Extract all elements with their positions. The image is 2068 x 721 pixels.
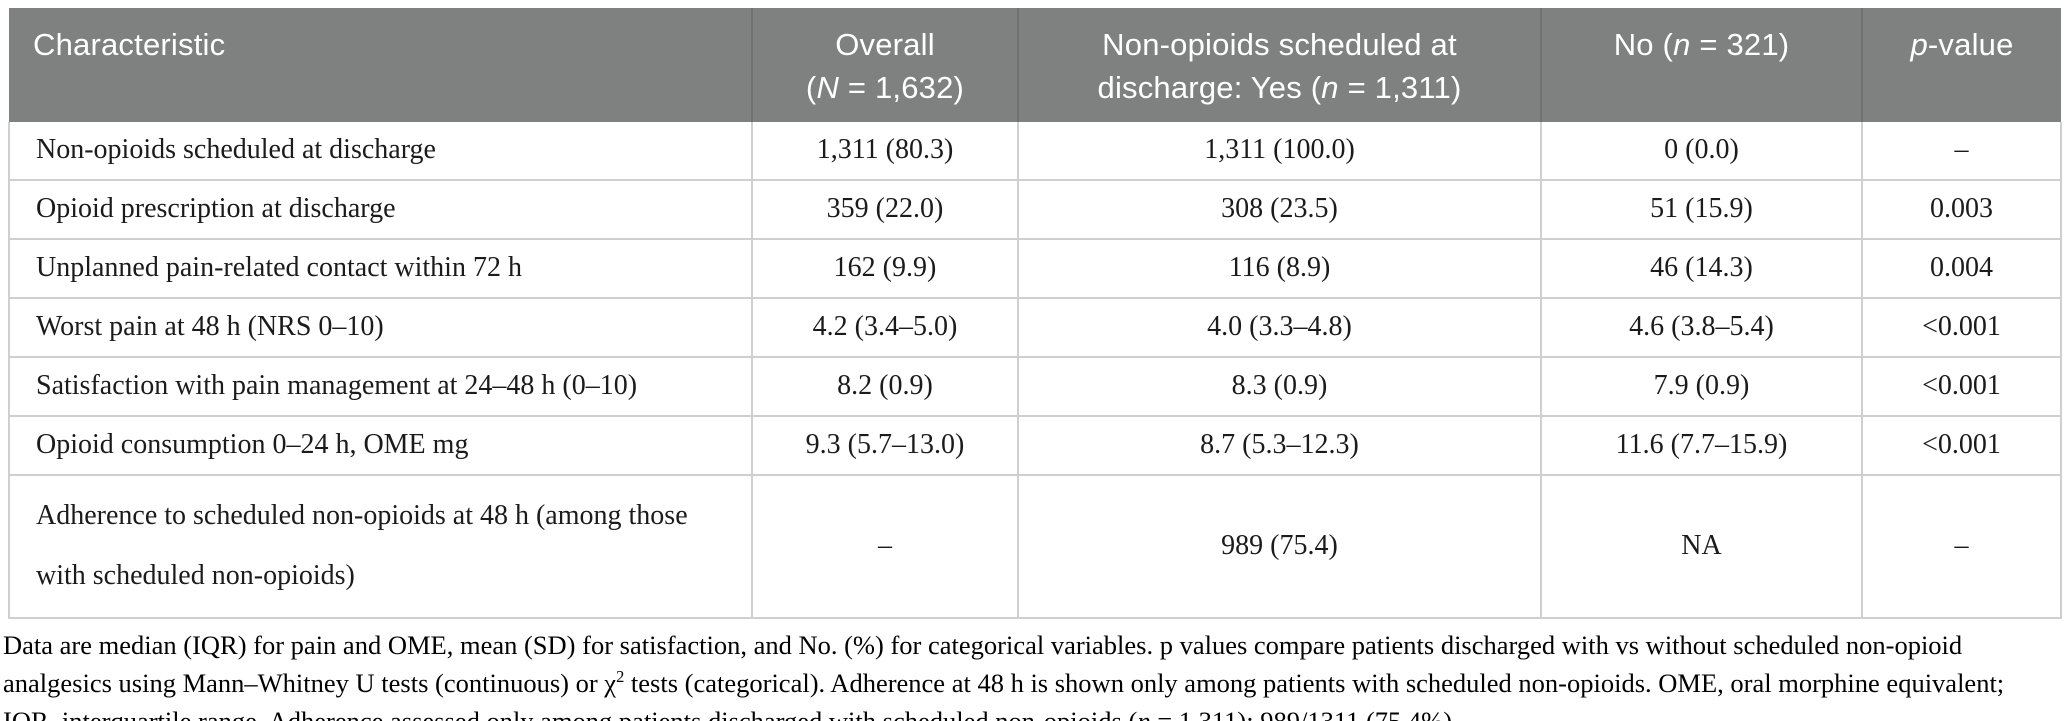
col-header-yes-group: Non-opioids scheduled at discharge: Yes … — [1017, 8, 1541, 122]
cell-no-group: 4.6 (3.8–5.4) — [1540, 296, 1863, 358]
italic-n: n — [1137, 706, 1150, 721]
cell-characteristic: Unplanned pain-related contact within 72… — [8, 237, 753, 299]
cell-characteristic: Satisfaction with pain management at 24–… — [8, 355, 753, 417]
footnote-text: = 1,311): 989/1311 (75.4%). — [1151, 706, 1459, 721]
cell-p-value: – — [1861, 121, 2062, 181]
cell-overall: 8.2 (0.9) — [751, 355, 1019, 417]
cell-characteristic: Worst pain at 48 h (NRS 0–10) — [8, 296, 753, 358]
italic-n: n — [1321, 69, 1339, 105]
table-row: Worst pain at 48 h (NRS 0–10) 4.2 (3.4–5… — [8, 296, 2062, 358]
cell-yes-group: 4.0 (3.3–4.8) — [1017, 296, 1542, 358]
cell-overall: – — [751, 473, 1019, 619]
cell-no-group: NA — [1540, 473, 1863, 619]
col-header-no-group: No (n = 321) — [1540, 8, 1862, 122]
chi-superscript: 2 — [616, 667, 625, 687]
cell-overall: 9.3 (5.7–13.0) — [751, 414, 1019, 476]
cell-p-value: 0.004 — [1861, 237, 2062, 299]
cell-no-group: 11.6 (7.7–15.9) — [1540, 414, 1863, 476]
header-label: Characteristic — [33, 27, 226, 62]
cell-yes-group: 308 (23.5) — [1017, 178, 1542, 240]
italic-p: p — [1910, 27, 1928, 62]
cell-no-group: 51 (15.9) — [1540, 178, 1863, 240]
cell-p-value: – — [1861, 473, 2062, 619]
header-row: Characteristic Overall (N = 1,632) Non-o… — [9, 8, 2061, 122]
table-row: Opioid prescription at discharge 359 (22… — [8, 178, 2062, 240]
cell-yes-group: 8.3 (0.9) — [1017, 355, 1542, 417]
table-row: Satisfaction with pain management at 24–… — [8, 355, 2062, 417]
cell-yes-group: 8.7 (5.3–12.3) — [1017, 414, 1542, 476]
table-row: Adherence to scheduled non-opioids at 48… — [8, 473, 2062, 619]
cell-characteristic: Adherence to scheduled non-opioids at 48… — [8, 473, 753, 619]
cell-yes-group: 116 (8.9) — [1017, 237, 1542, 299]
cell-characteristic: Non-opioids scheduled at discharge — [8, 121, 753, 181]
cell-no-group: 7.9 (0.9) — [1540, 355, 1863, 417]
table-row: Non-opioids scheduled at discharge 1,311… — [8, 121, 2062, 181]
cell-yes-group: 989 (75.4) — [1017, 473, 1542, 619]
table-body: Non-opioids scheduled at discharge 1,311… — [8, 121, 2062, 619]
cell-characteristic: Opioid prescription at discharge — [8, 178, 753, 240]
footnote-text: Data are median (IQR) for pain and OME, … — [3, 629, 1963, 698]
col-header-p-value: p-value — [1861, 8, 2061, 122]
cell-characteristic: Opioid consumption 0–24 h, OME mg — [8, 414, 753, 476]
cell-p-value: 0.003 — [1861, 178, 2062, 240]
table-container: Characteristic Overall (N = 1,632) Non-o… — [8, 8, 2062, 619]
header-label-line2: (N = 1,632) — [805, 69, 965, 105]
cell-overall: 162 (9.9) — [751, 237, 1019, 299]
col-header-characteristic: Characteristic — [9, 8, 752, 122]
cell-p-value: <0.001 — [1861, 355, 2062, 417]
table-row: Opioid consumption 0–24 h, OME mg 9.3 (5… — [8, 414, 2062, 476]
col-header-overall: Overall (N = 1,632) — [751, 8, 1018, 122]
cell-overall: 1,311 (80.3) — [751, 121, 1019, 181]
cell-p-value: <0.001 — [1861, 414, 2062, 476]
results-table: Characteristic Overall (N = 1,632) Non-o… — [8, 8, 2062, 619]
chi-symbol: χ — [604, 667, 617, 698]
table-header: Characteristic Overall (N = 1,632) Non-o… — [9, 8, 2061, 122]
cell-overall: 359 (22.0) — [751, 178, 1019, 240]
table-row: Unplanned pain-related contact within 72… — [8, 237, 2062, 299]
table-footnote: Data are median (IQR) for pain and OME, … — [3, 626, 2061, 721]
cell-p-value: <0.001 — [1861, 296, 2062, 358]
cell-no-group: 46 (14.3) — [1540, 237, 1863, 299]
italic-N: N — [816, 69, 840, 105]
italic-n: n — [1673, 27, 1691, 62]
cell-no-group: 0 (0.0) — [1540, 121, 1863, 181]
header-label-line1: Overall — [835, 27, 935, 62]
cell-overall: 4.2 (3.4–5.0) — [751, 296, 1019, 358]
cell-yes-group: 1,311 (100.0) — [1017, 121, 1542, 181]
footnote-text: tests (categorical). Adherence at 48 h i… — [3, 667, 2005, 721]
